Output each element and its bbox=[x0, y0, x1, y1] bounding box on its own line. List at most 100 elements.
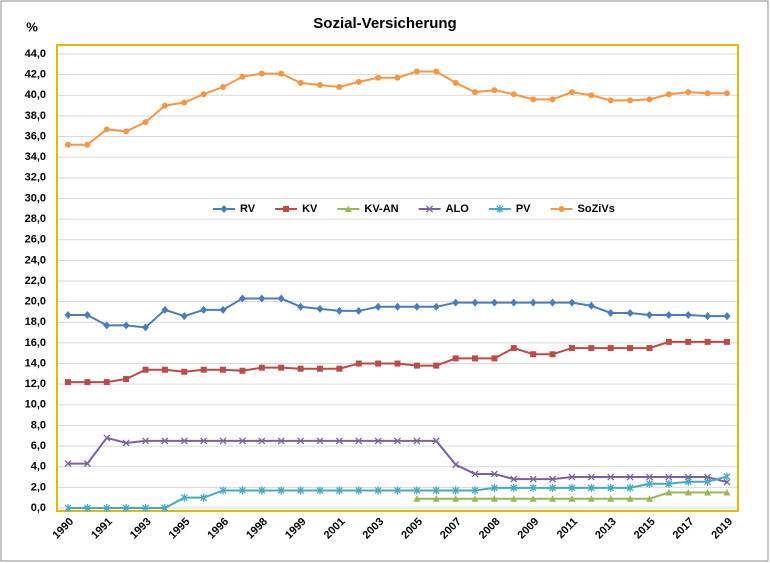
marker bbox=[704, 312, 712, 321]
legend-item: SoZiVs bbox=[550, 203, 615, 215]
marker bbox=[432, 437, 440, 445]
marker bbox=[426, 205, 434, 213]
marker bbox=[549, 483, 557, 492]
y-tick-label: 8,0 bbox=[31, 419, 46, 431]
marker bbox=[355, 437, 363, 445]
marker bbox=[452, 79, 459, 86]
legend-item: PV bbox=[488, 203, 531, 215]
marker bbox=[316, 486, 324, 495]
legend-label: KV bbox=[302, 203, 318, 215]
marker bbox=[490, 470, 498, 478]
marker bbox=[452, 298, 460, 307]
marker bbox=[394, 74, 401, 81]
marker bbox=[83, 460, 91, 468]
marker bbox=[161, 366, 168, 373]
marker bbox=[277, 437, 285, 445]
marker bbox=[568, 483, 576, 492]
marker bbox=[704, 90, 711, 97]
marker bbox=[588, 345, 595, 352]
marker bbox=[374, 302, 382, 311]
marker bbox=[355, 78, 362, 85]
marker bbox=[413, 486, 421, 495]
marker bbox=[375, 360, 382, 367]
marker bbox=[258, 437, 266, 445]
marker bbox=[472, 355, 479, 362]
marker bbox=[568, 495, 576, 502]
marker bbox=[491, 355, 498, 362]
y-tick-label: 28,0 bbox=[25, 213, 46, 225]
marker bbox=[471, 470, 479, 478]
y-tick-label: 12,0 bbox=[25, 378, 46, 390]
marker bbox=[724, 338, 730, 345]
marker bbox=[510, 91, 517, 98]
marker bbox=[181, 368, 188, 375]
y-tick-label: 18,0 bbox=[25, 316, 46, 328]
marker bbox=[433, 68, 440, 75]
marker bbox=[549, 495, 557, 502]
marker bbox=[510, 475, 518, 483]
marker bbox=[65, 379, 71, 386]
marker bbox=[64, 311, 72, 320]
marker bbox=[336, 84, 343, 91]
marker bbox=[665, 311, 673, 320]
marker bbox=[239, 367, 246, 374]
marker bbox=[607, 97, 614, 104]
marker bbox=[472, 89, 479, 96]
legend-label: ALO bbox=[446, 203, 470, 215]
marker bbox=[65, 141, 71, 148]
legend-item: KV-AN bbox=[337, 203, 399, 215]
marker bbox=[297, 437, 305, 445]
marker bbox=[335, 306, 343, 315]
marker bbox=[238, 294, 246, 303]
marker bbox=[258, 294, 266, 303]
marker bbox=[161, 102, 168, 109]
marker bbox=[335, 437, 343, 445]
legend-label: KV-AN bbox=[364, 203, 398, 215]
marker bbox=[142, 323, 150, 332]
marker bbox=[355, 306, 363, 315]
y-tick-label: 0,0 bbox=[31, 502, 46, 514]
marker bbox=[530, 96, 537, 103]
plot-area bbox=[56, 44, 739, 512]
marker bbox=[258, 70, 265, 77]
marker bbox=[627, 97, 634, 104]
y-tick-label: 2,0 bbox=[31, 481, 46, 493]
marker bbox=[277, 486, 285, 495]
marker bbox=[665, 473, 673, 481]
marker bbox=[316, 304, 324, 313]
marker bbox=[161, 305, 169, 314]
marker bbox=[200, 305, 208, 314]
marker bbox=[549, 475, 557, 483]
y-tick-label: 36,0 bbox=[25, 130, 46, 142]
marker bbox=[239, 73, 246, 80]
marker bbox=[646, 479, 653, 488]
marker bbox=[84, 141, 91, 148]
marker bbox=[684, 477, 692, 486]
y-tick-label: 26,0 bbox=[25, 234, 46, 246]
marker bbox=[510, 298, 518, 307]
marker bbox=[587, 483, 595, 492]
marker bbox=[103, 504, 111, 512]
marker bbox=[432, 302, 440, 311]
marker bbox=[161, 437, 169, 445]
marker bbox=[277, 294, 285, 303]
marker bbox=[626, 308, 634, 317]
marker bbox=[530, 351, 537, 358]
marker bbox=[142, 119, 149, 126]
marker bbox=[220, 84, 227, 91]
marker bbox=[278, 70, 285, 77]
marker bbox=[219, 486, 227, 495]
marker bbox=[607, 345, 614, 352]
y-tick-label: 4,0 bbox=[31, 461, 46, 473]
marker bbox=[180, 312, 188, 321]
marker bbox=[200, 366, 207, 373]
marker bbox=[685, 338, 692, 345]
marker bbox=[529, 475, 537, 483]
marker bbox=[704, 489, 712, 496]
marker bbox=[646, 345, 653, 352]
marker bbox=[220, 205, 228, 213]
y-tick-label: 24,0 bbox=[25, 254, 46, 266]
marker bbox=[490, 483, 498, 492]
marker bbox=[142, 504, 149, 512]
marker bbox=[283, 206, 290, 212]
